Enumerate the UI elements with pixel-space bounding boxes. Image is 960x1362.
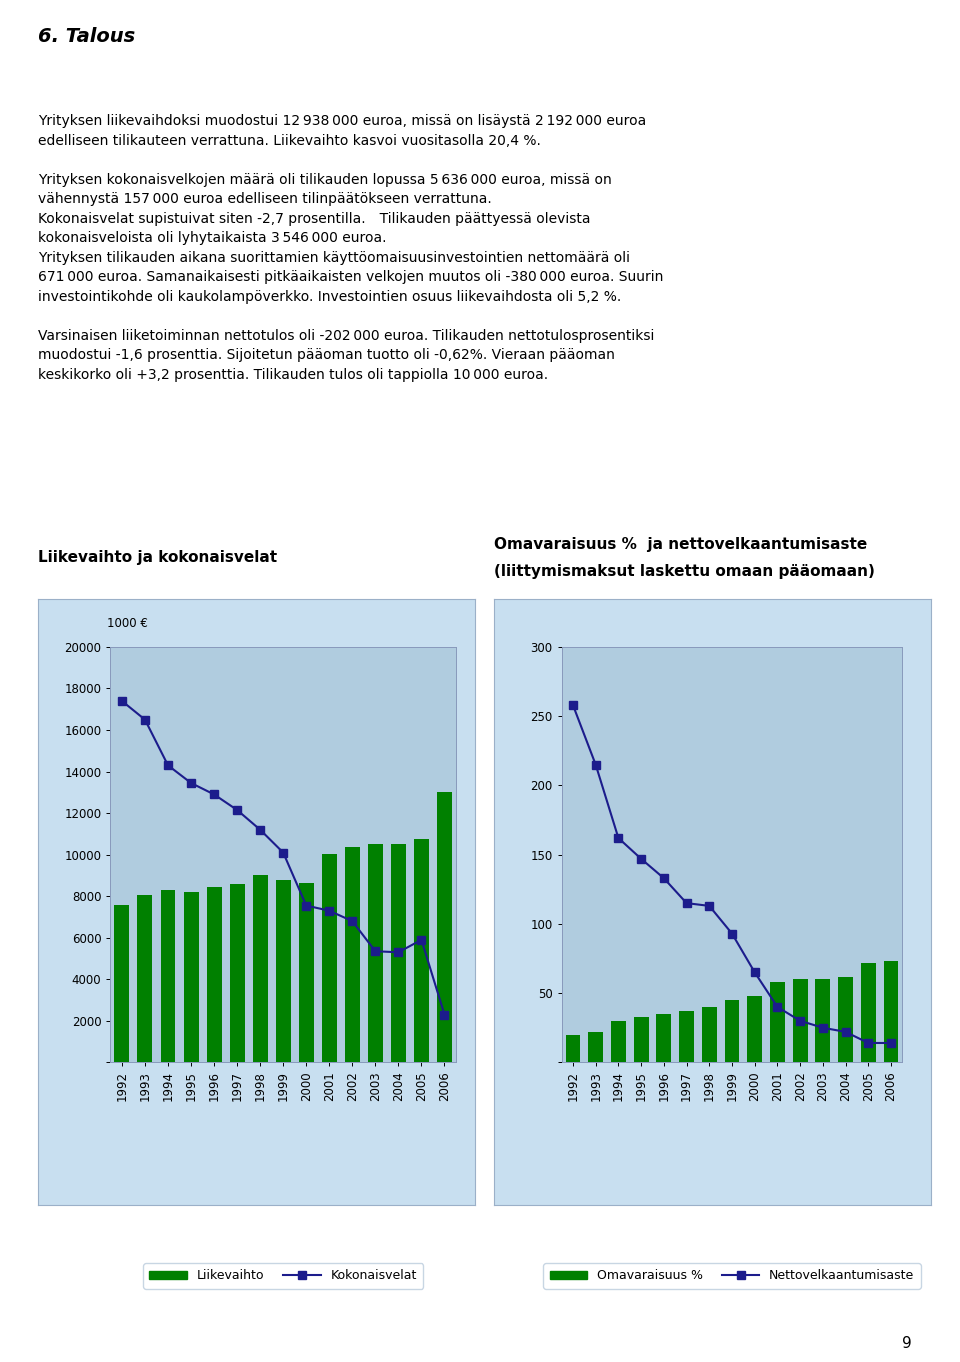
Bar <box>114 904 130 1062</box>
Bar <box>611 1022 626 1062</box>
Bar <box>634 1016 649 1062</box>
Text: Liikevaihto ja kokonaisvelat: Liikevaihto ja kokonaisvelat <box>38 550 277 565</box>
Bar <box>137 895 153 1062</box>
Bar <box>747 996 762 1062</box>
Bar <box>657 1013 671 1062</box>
Text: Omavaraisuus %  ja nettovelkaantumisaste: Omavaraisuus % ja nettovelkaantumisaste <box>494 537 868 552</box>
Bar <box>679 1011 694 1062</box>
Bar <box>183 892 199 1062</box>
Bar <box>391 844 406 1062</box>
Bar <box>883 962 899 1062</box>
Bar <box>861 963 876 1062</box>
Bar <box>414 839 429 1062</box>
Bar <box>815 979 830 1062</box>
Bar <box>437 793 452 1062</box>
Bar <box>322 854 337 1062</box>
Bar <box>838 977 853 1062</box>
Bar <box>770 982 785 1062</box>
Bar <box>588 1032 603 1062</box>
Text: (liittymismaksut laskettu omaan pääomaan): (liittymismaksut laskettu omaan pääomaan… <box>494 564 876 579</box>
Bar <box>368 844 383 1062</box>
Bar <box>276 880 291 1062</box>
Bar <box>565 1035 581 1062</box>
Bar <box>160 889 176 1062</box>
Text: 1000 €: 1000 € <box>107 617 148 631</box>
Legend: Liikevaihto, Kokonaisvelat: Liikevaihto, Kokonaisvelat <box>143 1263 423 1288</box>
Bar <box>229 884 245 1062</box>
Bar <box>299 883 314 1062</box>
Bar <box>725 1000 739 1062</box>
Bar <box>793 979 807 1062</box>
Text: 9: 9 <box>902 1336 912 1351</box>
Bar <box>345 847 360 1062</box>
Bar <box>206 887 222 1062</box>
Bar <box>702 1007 717 1062</box>
Text: 6. Talous: 6. Talous <box>38 27 135 46</box>
Text: Yrityksen liikevaihdoksi muodostui 12 938 000 euroa, missä on lisäystä 2 192 000: Yrityksen liikevaihdoksi muodostui 12 93… <box>38 94 663 381</box>
Legend: Omavaraisuus %, Nettovelkaantumisaste: Omavaraisuus %, Nettovelkaantumisaste <box>543 1263 921 1288</box>
Bar <box>252 876 268 1062</box>
